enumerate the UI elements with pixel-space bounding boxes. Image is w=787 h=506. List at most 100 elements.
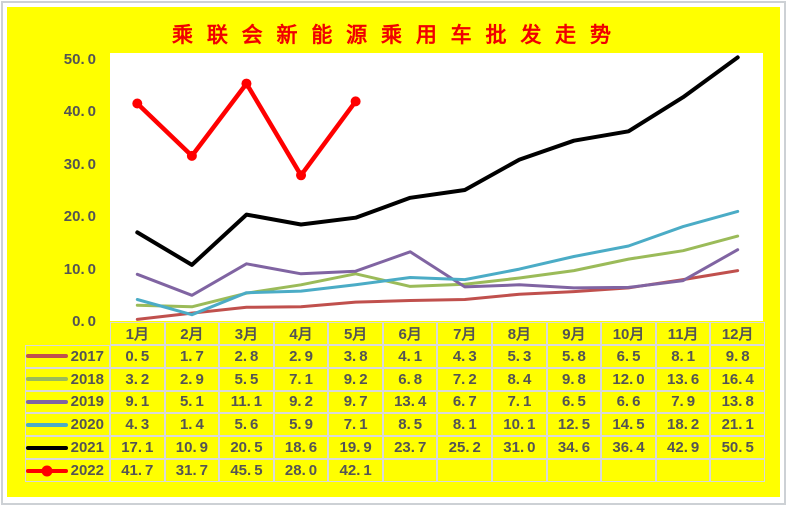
table-value-cell: 6. 8 bbox=[382, 367, 438, 391]
table-value-cell: 9. 2 bbox=[273, 390, 329, 414]
series-marker-2022 bbox=[296, 170, 307, 181]
table-value-cell: 13. 8 bbox=[710, 390, 765, 414]
series-line-2021 bbox=[135, 55, 740, 267]
table-value-cell: 1. 7 bbox=[164, 344, 220, 368]
line-chart bbox=[132, 55, 740, 321]
legend-item-2021: 2021 bbox=[25, 436, 110, 460]
table-value-cell: 6. 5 bbox=[546, 390, 602, 414]
table-value-cell: 6. 5 bbox=[601, 344, 656, 368]
table-value-cell: 3. 2 bbox=[110, 367, 165, 391]
legend-year-label: 2022 bbox=[70, 462, 104, 480]
series-line-2022 bbox=[135, 81, 358, 178]
series-line-swatch-icon bbox=[26, 465, 68, 477]
month-header-cell: 3月 bbox=[219, 322, 274, 345]
table-value-cell: 2. 9 bbox=[273, 344, 329, 368]
series-line-swatch-icon bbox=[26, 442, 68, 454]
month-header-cell: 4月 bbox=[273, 322, 329, 345]
legend-year-label: 2021 bbox=[70, 439, 104, 457]
series-marker-2022 bbox=[132, 98, 143, 109]
table-value-cell: 13. 4 bbox=[382, 390, 438, 414]
swatch-line bbox=[26, 377, 68, 382]
table-value-cell: 8. 4 bbox=[492, 367, 547, 391]
table-value-cell: 7. 1 bbox=[492, 390, 547, 414]
table-value-cell: 5. 3 bbox=[492, 344, 547, 368]
series-line-2019 bbox=[135, 248, 740, 297]
y-axis-tick-label: 50. 0 bbox=[63, 51, 96, 68]
table-value-cell: 21. 1 bbox=[710, 413, 765, 437]
table-value-cell: 5. 9 bbox=[273, 413, 329, 437]
month-header-cell: 1月 bbox=[110, 322, 165, 345]
table-value-cell: 8. 1 bbox=[437, 413, 493, 437]
table-value-cell bbox=[655, 459, 711, 482]
month-header-cell: 7月 bbox=[437, 322, 493, 345]
legend-item-2019: 2019 bbox=[25, 390, 110, 414]
legend-item-2020: 2020 bbox=[25, 413, 110, 437]
swatch-line bbox=[26, 422, 68, 427]
table-value-cell: 9. 2 bbox=[328, 367, 383, 391]
y-axis-tick-label: 10. 0 bbox=[63, 260, 96, 278]
table-value-cell: 10. 9 bbox=[164, 436, 220, 460]
table-value-cell: 42. 1 bbox=[328, 459, 383, 482]
table-value-cell: 6. 6 bbox=[601, 390, 656, 414]
table-value-cell: 17. 1 bbox=[110, 436, 165, 460]
y-axis-tick-label: 20. 0 bbox=[63, 208, 96, 226]
month-header-cell: 6月 bbox=[382, 322, 438, 345]
table-value-cell: 7. 1 bbox=[328, 413, 383, 437]
table-value-cell: 36. 4 bbox=[601, 436, 656, 460]
table-value-cell: 12. 5 bbox=[546, 413, 602, 437]
table-value-cell: 34. 6 bbox=[546, 436, 602, 460]
table-value-cell: 42. 9 bbox=[655, 436, 711, 460]
table-value-cell: 9. 1 bbox=[110, 390, 165, 414]
table-value-cell: 31. 7 bbox=[164, 459, 220, 482]
legend-year-label: 2018 bbox=[70, 370, 104, 388]
table-value-cell bbox=[710, 459, 765, 482]
table-value-cell: 4. 3 bbox=[110, 413, 165, 437]
legend-item-2022: 2022 bbox=[25, 459, 110, 482]
table-value-cell: 2. 9 bbox=[164, 367, 220, 391]
table-value-cell: 4. 3 bbox=[437, 344, 493, 368]
legend-year-label: 2020 bbox=[70, 416, 104, 434]
y-axis-tick-label: 40. 0 bbox=[63, 103, 96, 121]
table-value-cell: 7. 1 bbox=[273, 367, 329, 391]
table-value-cell: 4. 1 bbox=[382, 344, 438, 368]
table-value-cell: 5. 8 bbox=[546, 344, 602, 368]
month-header-cell: 5月 bbox=[328, 322, 383, 345]
swatch-line bbox=[26, 445, 68, 450]
swatch-line bbox=[26, 354, 68, 359]
series-line-2018 bbox=[135, 234, 740, 309]
table-value-cell: 0. 5 bbox=[110, 344, 165, 368]
series-marker-2022 bbox=[241, 78, 252, 89]
table-value-cell bbox=[382, 459, 438, 482]
table-value-cell: 20. 5 bbox=[219, 436, 274, 460]
table-value-cell: 3. 8 bbox=[328, 344, 383, 368]
plot-area bbox=[110, 53, 763, 321]
y-axis-tick-label: 0. 0 bbox=[72, 313, 96, 330]
table-value-cell: 8. 5 bbox=[382, 413, 438, 437]
table-value-cell bbox=[601, 459, 656, 482]
series-marker-dot-icon bbox=[41, 465, 53, 477]
table-value-cell: 8. 1 bbox=[655, 344, 711, 368]
swatch-line bbox=[26, 399, 68, 404]
chart-title: 乘 联 会 新 能 源 乘 用 车 批 发 走 势 bbox=[171, 24, 615, 47]
legend-item-2017: 2017 bbox=[25, 344, 110, 368]
table-value-cell: 14. 5 bbox=[601, 413, 656, 437]
table-value-cell: 13. 6 bbox=[655, 367, 711, 391]
table-value-cell: 50. 5 bbox=[710, 436, 765, 460]
series-line-swatch-icon bbox=[26, 396, 68, 408]
series-line-swatch-icon bbox=[26, 373, 68, 385]
table-value-cell: 10. 1 bbox=[492, 413, 547, 437]
month-header-cell: 10月 bbox=[601, 322, 656, 345]
table-value-cell: 5. 5 bbox=[219, 367, 274, 391]
table-value-cell: 18. 6 bbox=[273, 436, 329, 460]
table-value-cell: 5. 1 bbox=[164, 390, 220, 414]
table-value-cell: 19. 9 bbox=[328, 436, 383, 460]
legend-year-label: 2017 bbox=[70, 347, 104, 365]
table-value-cell: 6. 7 bbox=[437, 390, 493, 414]
table-value-cell: 16. 4 bbox=[710, 367, 765, 391]
month-header-cell: 8月 bbox=[492, 322, 547, 345]
table-corner-cell bbox=[25, 322, 110, 345]
series-marker-2022 bbox=[186, 150, 197, 161]
month-header-cell: 2月 bbox=[164, 322, 220, 345]
